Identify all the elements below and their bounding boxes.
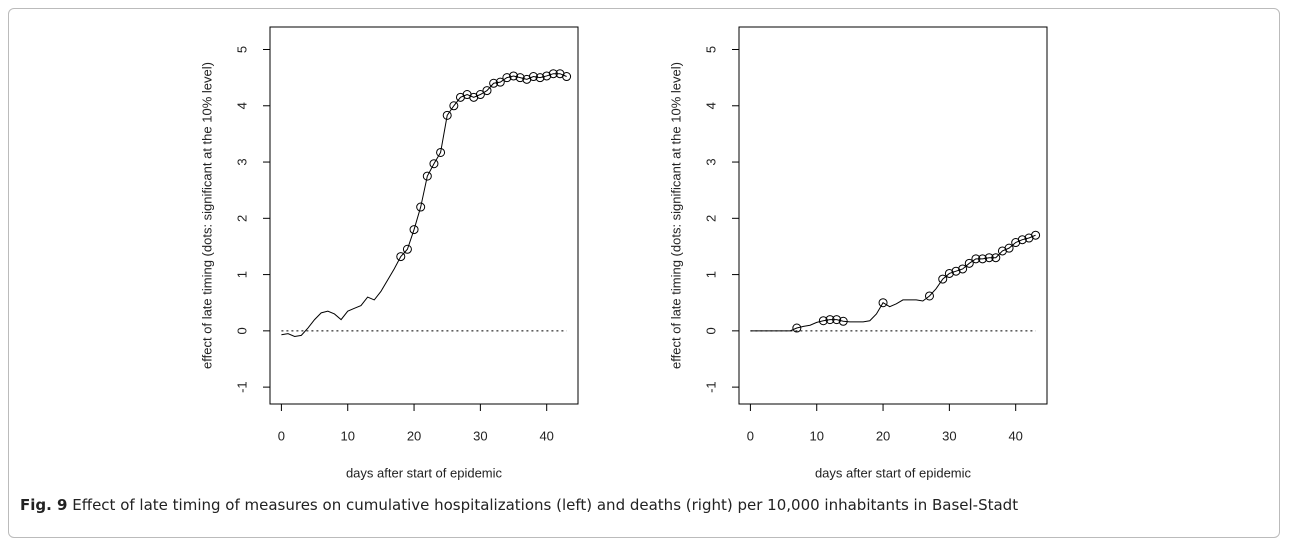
significant-point	[429, 159, 439, 169]
y-tick-label: 2	[234, 215, 249, 222]
plot-box	[738, 26, 1048, 405]
significant-point	[792, 323, 802, 333]
plot-box	[269, 26, 579, 405]
significant-point	[938, 274, 948, 284]
significant-point	[878, 298, 888, 308]
y-tick-label: 4	[703, 102, 718, 109]
significant-point	[958, 264, 968, 274]
data-line	[750, 234, 1036, 332]
y-tick-label: -1	[703, 381, 718, 393]
y-tick-label: 3	[703, 158, 718, 165]
significant-point	[944, 268, 954, 278]
significant-point	[991, 253, 1001, 263]
y-axis-label: effect of late timing (dots: significant…	[668, 62, 683, 369]
y-axis-label: effect of late timing (dots: significant…	[199, 62, 214, 369]
x-tick-label: 40	[539, 428, 553, 443]
x-tick-label: 20	[407, 428, 421, 443]
x-tick-label: 0	[747, 428, 754, 443]
significant-point	[1004, 243, 1014, 253]
significant-point	[924, 291, 934, 301]
significant-point	[416, 202, 426, 212]
significant-point	[818, 316, 828, 326]
significant-point	[442, 110, 452, 120]
x-axis-label: days after start of epidemic	[815, 465, 972, 480]
significant-point	[1031, 230, 1041, 240]
significant-point	[562, 72, 572, 82]
significant-point	[832, 315, 842, 325]
y-tick-label: 3	[234, 158, 249, 165]
x-tick-label: 40	[1008, 428, 1022, 443]
y-tick-label: 1	[703, 271, 718, 278]
significant-point	[436, 147, 446, 157]
x-tick-label: 10	[340, 428, 354, 443]
y-tick-label: 5	[234, 46, 249, 53]
y-tick-label: 5	[703, 46, 718, 53]
caption-label: Fig. 9	[20, 496, 68, 514]
significant-point	[978, 254, 988, 264]
y-tick-label: 2	[703, 215, 718, 222]
y-tick-label: -1	[234, 381, 249, 393]
significant-point	[396, 252, 406, 262]
x-tick-label: 10	[809, 428, 823, 443]
significant-point	[495, 77, 505, 87]
significant-point	[535, 73, 545, 83]
significant-point	[542, 71, 552, 81]
significant-point	[402, 244, 412, 254]
significant-point	[825, 315, 835, 325]
y-tick-label: 1	[234, 271, 249, 278]
significant-point	[515, 73, 525, 83]
x-tick-label: 30	[942, 428, 956, 443]
significant-point	[548, 69, 558, 79]
significant-point	[409, 225, 419, 235]
y-tick-label: 0	[703, 327, 718, 334]
x-tick-label: 20	[876, 428, 890, 443]
significant-point	[482, 86, 492, 96]
data-line	[281, 73, 567, 337]
significant-point	[971, 254, 981, 264]
caption-text: Effect of late timing of measures on cum…	[72, 496, 1019, 514]
significant-point	[838, 316, 848, 326]
x-tick-label: 30	[473, 428, 487, 443]
significant-point	[422, 171, 432, 181]
y-tick-label: 0	[234, 327, 249, 334]
significant-point	[509, 71, 519, 81]
significant-point	[984, 253, 994, 263]
x-axis-label: days after start of epidemic	[346, 465, 503, 480]
significant-point	[502, 73, 512, 83]
significant-point	[964, 258, 974, 268]
significant-point	[489, 78, 499, 88]
significant-point	[1017, 235, 1027, 245]
x-tick-label: 0	[278, 428, 285, 443]
significant-point	[528, 72, 538, 82]
significant-point	[475, 90, 485, 100]
y-tick-label: 4	[234, 102, 249, 109]
significant-point	[449, 101, 459, 111]
caption: Fig. 9 Effect of late timing of measures…	[20, 496, 1018, 514]
significant-point	[951, 266, 961, 276]
